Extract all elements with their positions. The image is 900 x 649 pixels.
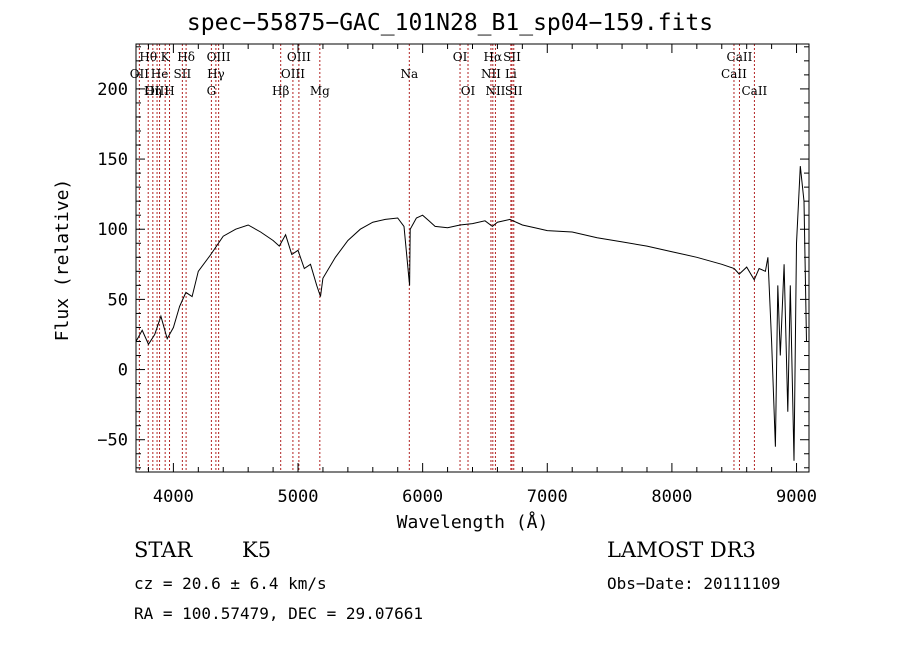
line-label: Na	[400, 67, 418, 81]
spectrum-line	[135, 166, 807, 461]
line-label: OIII	[207, 50, 231, 64]
line-label: G	[207, 84, 217, 98]
x-tick-label: 7000	[527, 487, 568, 507]
line-label: OIII	[145, 84, 169, 98]
line-label: Mg	[310, 84, 330, 98]
line-label: SII	[505, 84, 523, 98]
redshift-text: cz = 20.6 ± 6.4 km/s	[134, 574, 327, 593]
coordinates-text: RA = 100.57479, DEC = 29.07661	[134, 604, 423, 623]
axis-ticks: 4000 5000 6000 7000 8000 9000 −50 0 50 100 150 200	[97, 44, 817, 507]
line-markers	[138, 44, 755, 472]
y-tick-label: 200	[97, 80, 128, 100]
class-label: STAR	[134, 538, 193, 562]
y-tick-label: 0	[118, 361, 128, 381]
x-tick-label: 8000	[651, 487, 692, 507]
line-label: CaII	[727, 50, 753, 64]
line-label: Hα	[484, 50, 503, 64]
line-label: NII	[485, 84, 505, 98]
x-axis-label: Wavelength (Å)	[397, 511, 549, 533]
y-tick-label: 150	[97, 150, 128, 170]
x-tick-label: 6000	[402, 487, 443, 507]
y-axis-label: Flux (relative)	[52, 179, 73, 342]
x-tick-label: 9000	[776, 487, 817, 507]
line-label: Hη	[144, 84, 162, 98]
line-label: OIII	[287, 50, 311, 64]
y-tick-label: 100	[97, 220, 128, 240]
line-label: K	[161, 50, 171, 64]
line-label: Li	[505, 67, 517, 81]
line-label: SII	[174, 67, 192, 81]
y-tick-label: 50	[108, 290, 128, 310]
x-tick-label: 5000	[278, 487, 319, 507]
line-label: Hβ	[272, 84, 289, 98]
line-label: NII	[481, 67, 501, 81]
line-label: Hθ	[139, 50, 157, 64]
chart-title: spec−55875−GAC_101N28_B1_sp04−159.fits	[186, 10, 714, 36]
line-label: SII	[503, 50, 521, 64]
y-tick-label: −50	[97, 431, 128, 451]
x-tick-label: 4000	[153, 487, 194, 507]
survey-label: LAMOST DR3	[607, 538, 756, 562]
subclass-label: K5	[242, 538, 272, 562]
line-label: He	[151, 67, 169, 81]
line-label: OII	[130, 67, 150, 81]
line-label: OI	[453, 50, 468, 64]
plot-frame	[135, 43, 810, 473]
line-label: CaII	[741, 84, 767, 98]
obs-date-text: Obs−Date: 20111109	[607, 574, 781, 593]
line-label: CaII	[721, 67, 747, 81]
line-label: OIII	[281, 67, 305, 81]
line-label: Hδ	[177, 50, 195, 64]
line-label: H	[164, 84, 174, 98]
line-label: OI	[461, 84, 476, 98]
line-label: Hγ	[207, 67, 225, 81]
